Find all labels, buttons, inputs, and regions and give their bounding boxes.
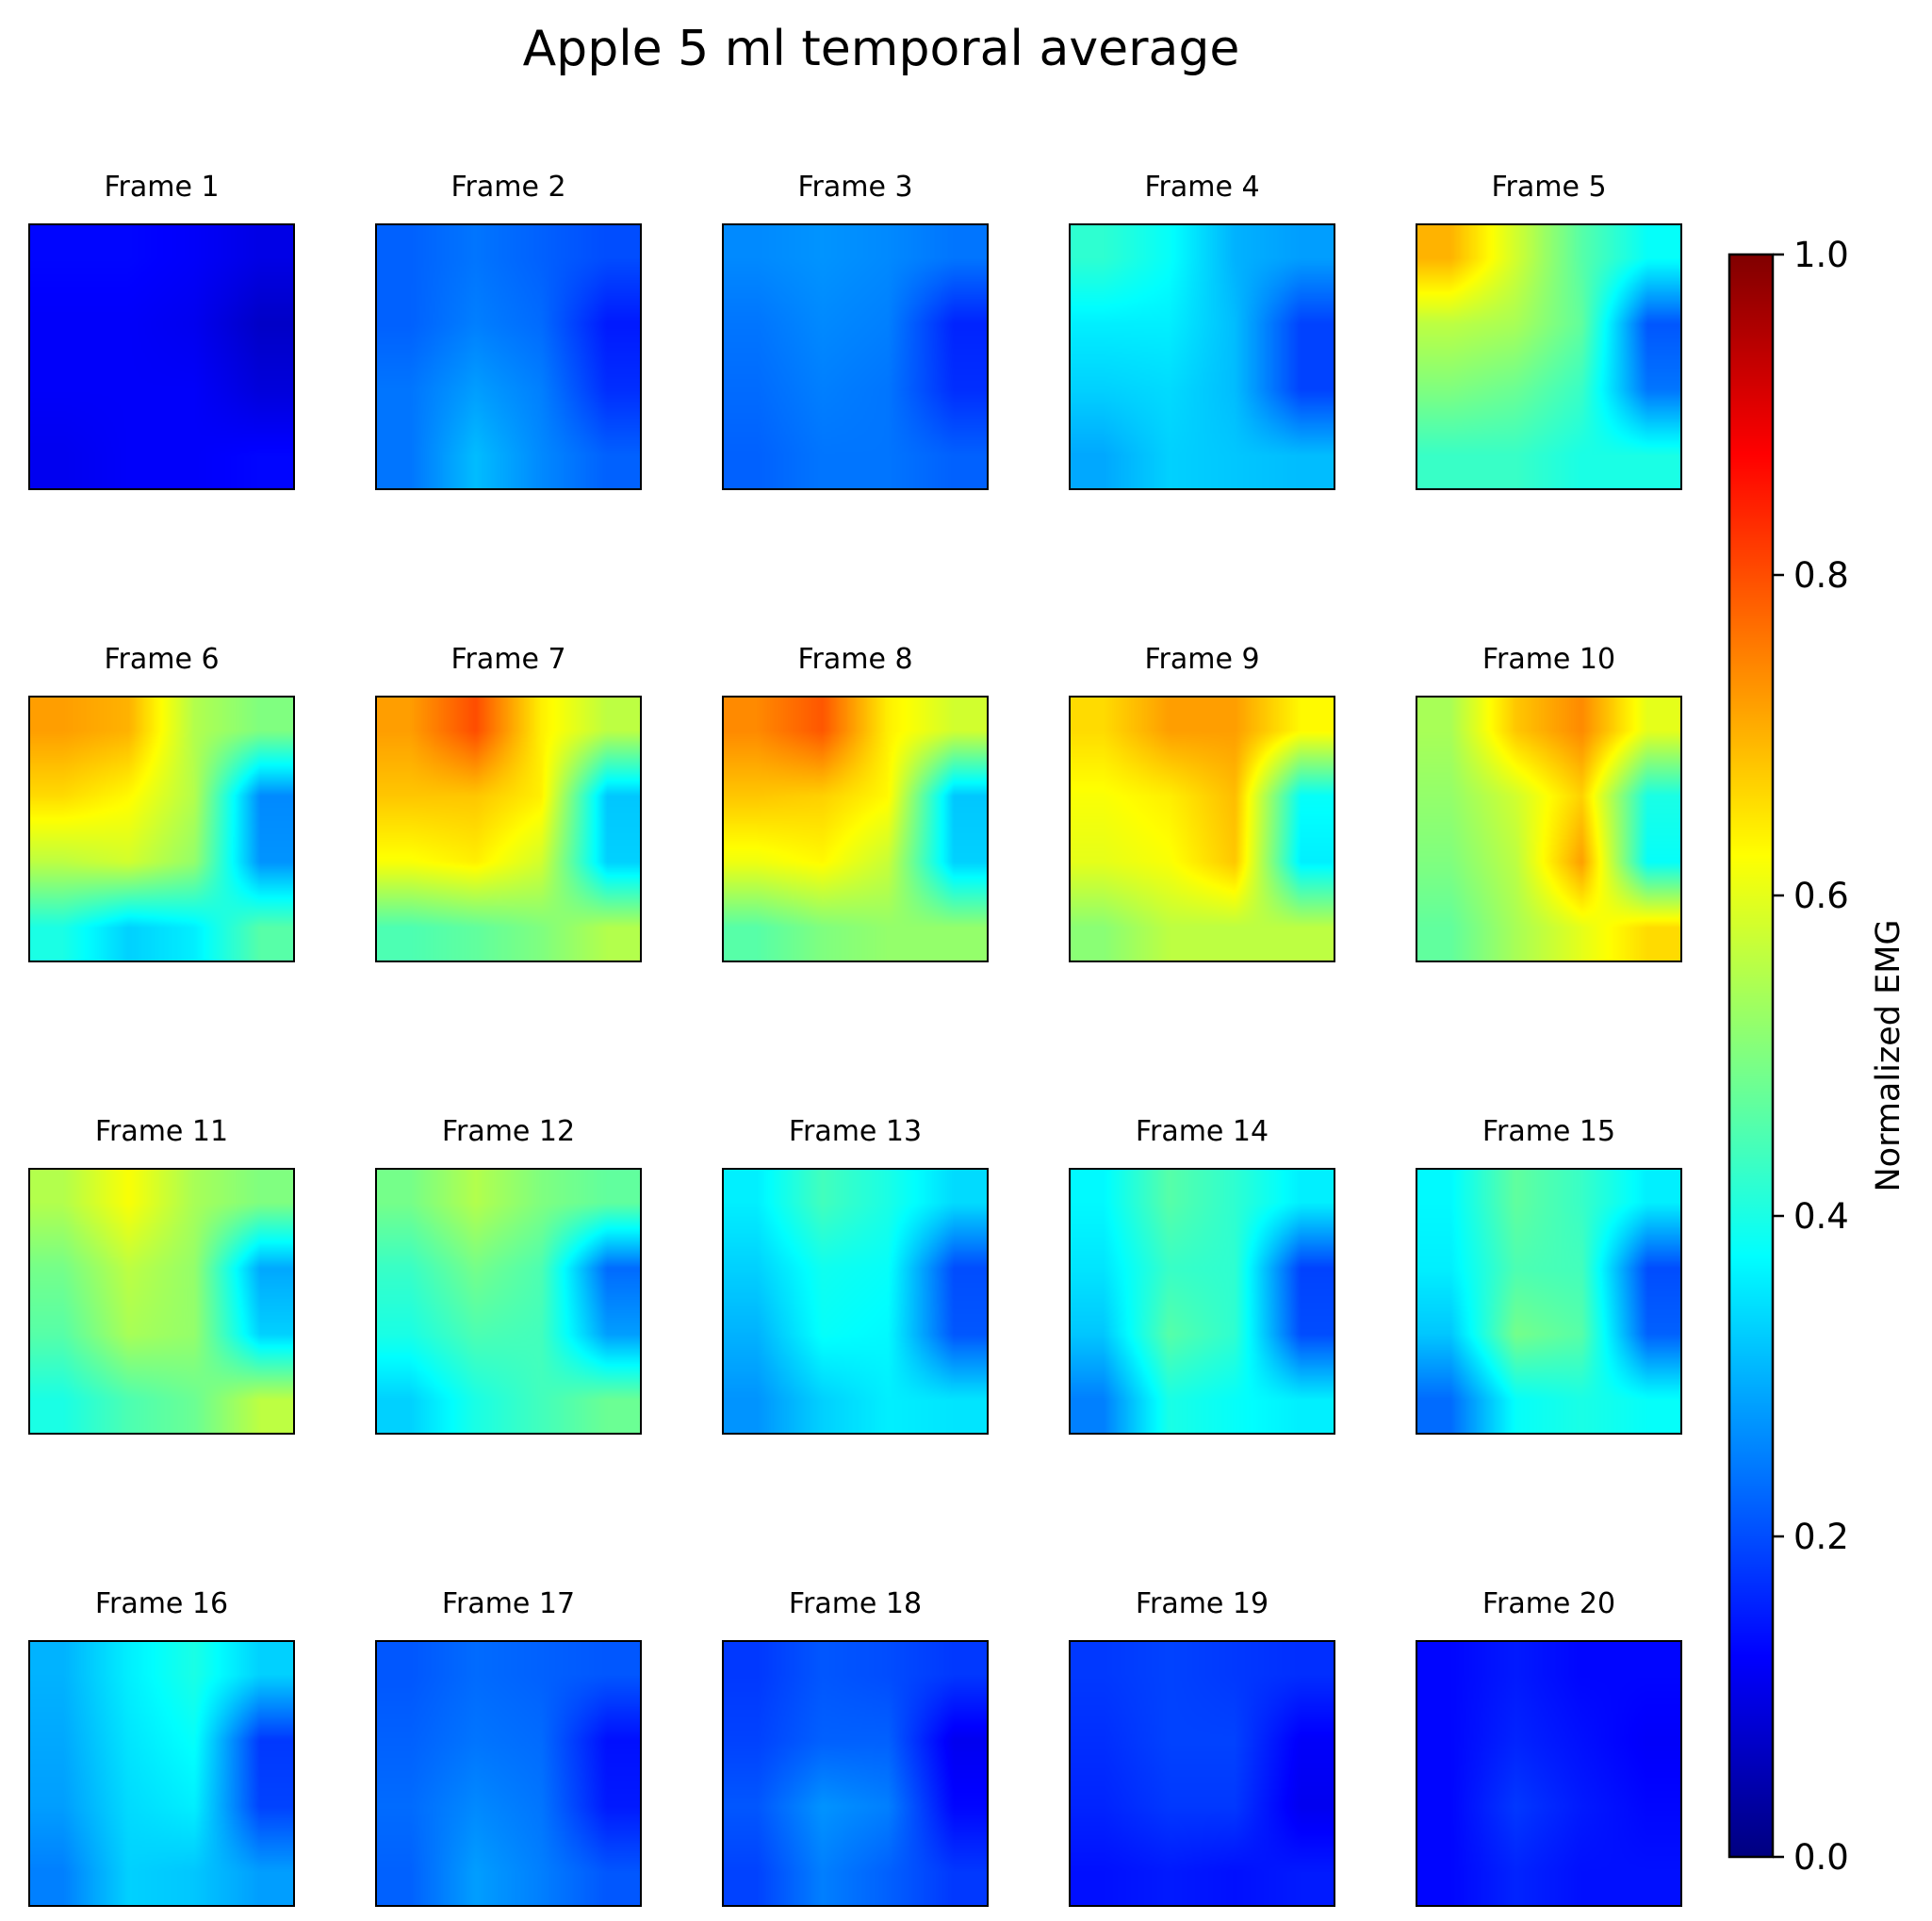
frame-heatmap (1416, 1640, 1682, 1907)
frame-heatmap-image (724, 225, 987, 488)
colorbar-gradient (1727, 253, 1775, 1859)
frame-title: Frame 20 (1482, 1587, 1616, 1620)
frame-heatmap (1069, 1168, 1335, 1435)
frame-heatmap-image (724, 1170, 987, 1433)
frame-title: Frame 7 (450, 643, 566, 676)
frame-heatmap (722, 1640, 989, 1907)
frame-title: Frame 6 (104, 643, 220, 676)
frame-heatmap-image (377, 225, 640, 488)
frame-heatmap (1416, 696, 1682, 962)
frame-heatmap (1069, 1640, 1335, 1907)
frame-heatmap (28, 223, 295, 490)
frame-heatmap-image (1071, 225, 1334, 488)
frame-heatmap-image (377, 698, 640, 960)
frame-heatmap (1416, 223, 1682, 490)
frame-heatmap (28, 1640, 295, 1907)
frame-title: Frame 1 (104, 171, 220, 204)
frame-heatmap-image (30, 698, 293, 960)
frame-heatmap (722, 696, 989, 962)
frame-heatmap-image (30, 1642, 293, 1905)
colorbar-label: Normalized EMG (1870, 919, 1907, 1191)
frame-heatmap-image (377, 1170, 640, 1433)
frame-title: Frame 16 (94, 1587, 229, 1620)
frame-heatmap (722, 223, 989, 490)
frame-heatmap-image (1071, 1170, 1334, 1433)
frame-title: Frame 4 (1144, 171, 1260, 204)
frame-heatmap-image (30, 225, 293, 488)
frame-heatmap (375, 696, 642, 962)
frame-title: Frame 13 (788, 1115, 923, 1148)
colorbar-tick-label: 0.0 (1793, 1837, 1849, 1878)
frame-heatmap (28, 696, 295, 962)
frame-heatmap (375, 1168, 642, 1435)
frame-title: Frame 15 (1482, 1115, 1616, 1148)
frame-heatmap (375, 1640, 642, 1907)
frame-title: Frame 14 (1135, 1115, 1269, 1148)
frame-title: Frame 3 (797, 171, 913, 204)
frame-heatmap-image (724, 698, 987, 960)
frame-title: Frame 9 (1144, 643, 1260, 676)
frame-heatmap-image (1071, 1642, 1334, 1905)
colorbar-tick-label: 0.2 (1793, 1517, 1849, 1557)
frame-heatmap (722, 1168, 989, 1435)
frame-heatmap-image (1417, 698, 1680, 960)
frame-title: Frame 2 (450, 171, 566, 204)
frame-heatmap-image (30, 1170, 293, 1433)
frame-heatmap (1069, 223, 1335, 490)
frame-title: Frame 18 (788, 1587, 923, 1620)
frame-heatmap-image (1417, 225, 1680, 488)
colorbar-tick-label: 1.0 (1793, 235, 1849, 275)
frame-title: Frame 17 (441, 1587, 576, 1620)
frame-title: Frame 12 (441, 1115, 576, 1148)
frame-heatmap-image (1417, 1170, 1680, 1433)
frame-heatmap-image (377, 1642, 640, 1905)
colorbar-tick-label: 0.6 (1793, 876, 1849, 916)
colorbar-tick-label: 0.8 (1793, 555, 1849, 596)
frame-heatmap (1416, 1168, 1682, 1435)
frame-title: Frame 11 (94, 1115, 229, 1148)
figure-title: Apple 5 ml temporal average (522, 21, 1240, 77)
frame-title: Frame 5 (1491, 171, 1607, 204)
frame-heatmap-image (1071, 698, 1334, 960)
frame-heatmap-image (1417, 1642, 1680, 1905)
frame-heatmap (28, 1168, 295, 1435)
colorbar-tick-label: 0.4 (1793, 1196, 1849, 1237)
frame-title: Frame 8 (797, 643, 913, 676)
frame-heatmap-image (724, 1642, 987, 1905)
frame-title: Frame 10 (1482, 643, 1616, 676)
frame-heatmap (375, 223, 642, 490)
frame-title: Frame 19 (1135, 1587, 1269, 1620)
frame-heatmap (1069, 696, 1335, 962)
